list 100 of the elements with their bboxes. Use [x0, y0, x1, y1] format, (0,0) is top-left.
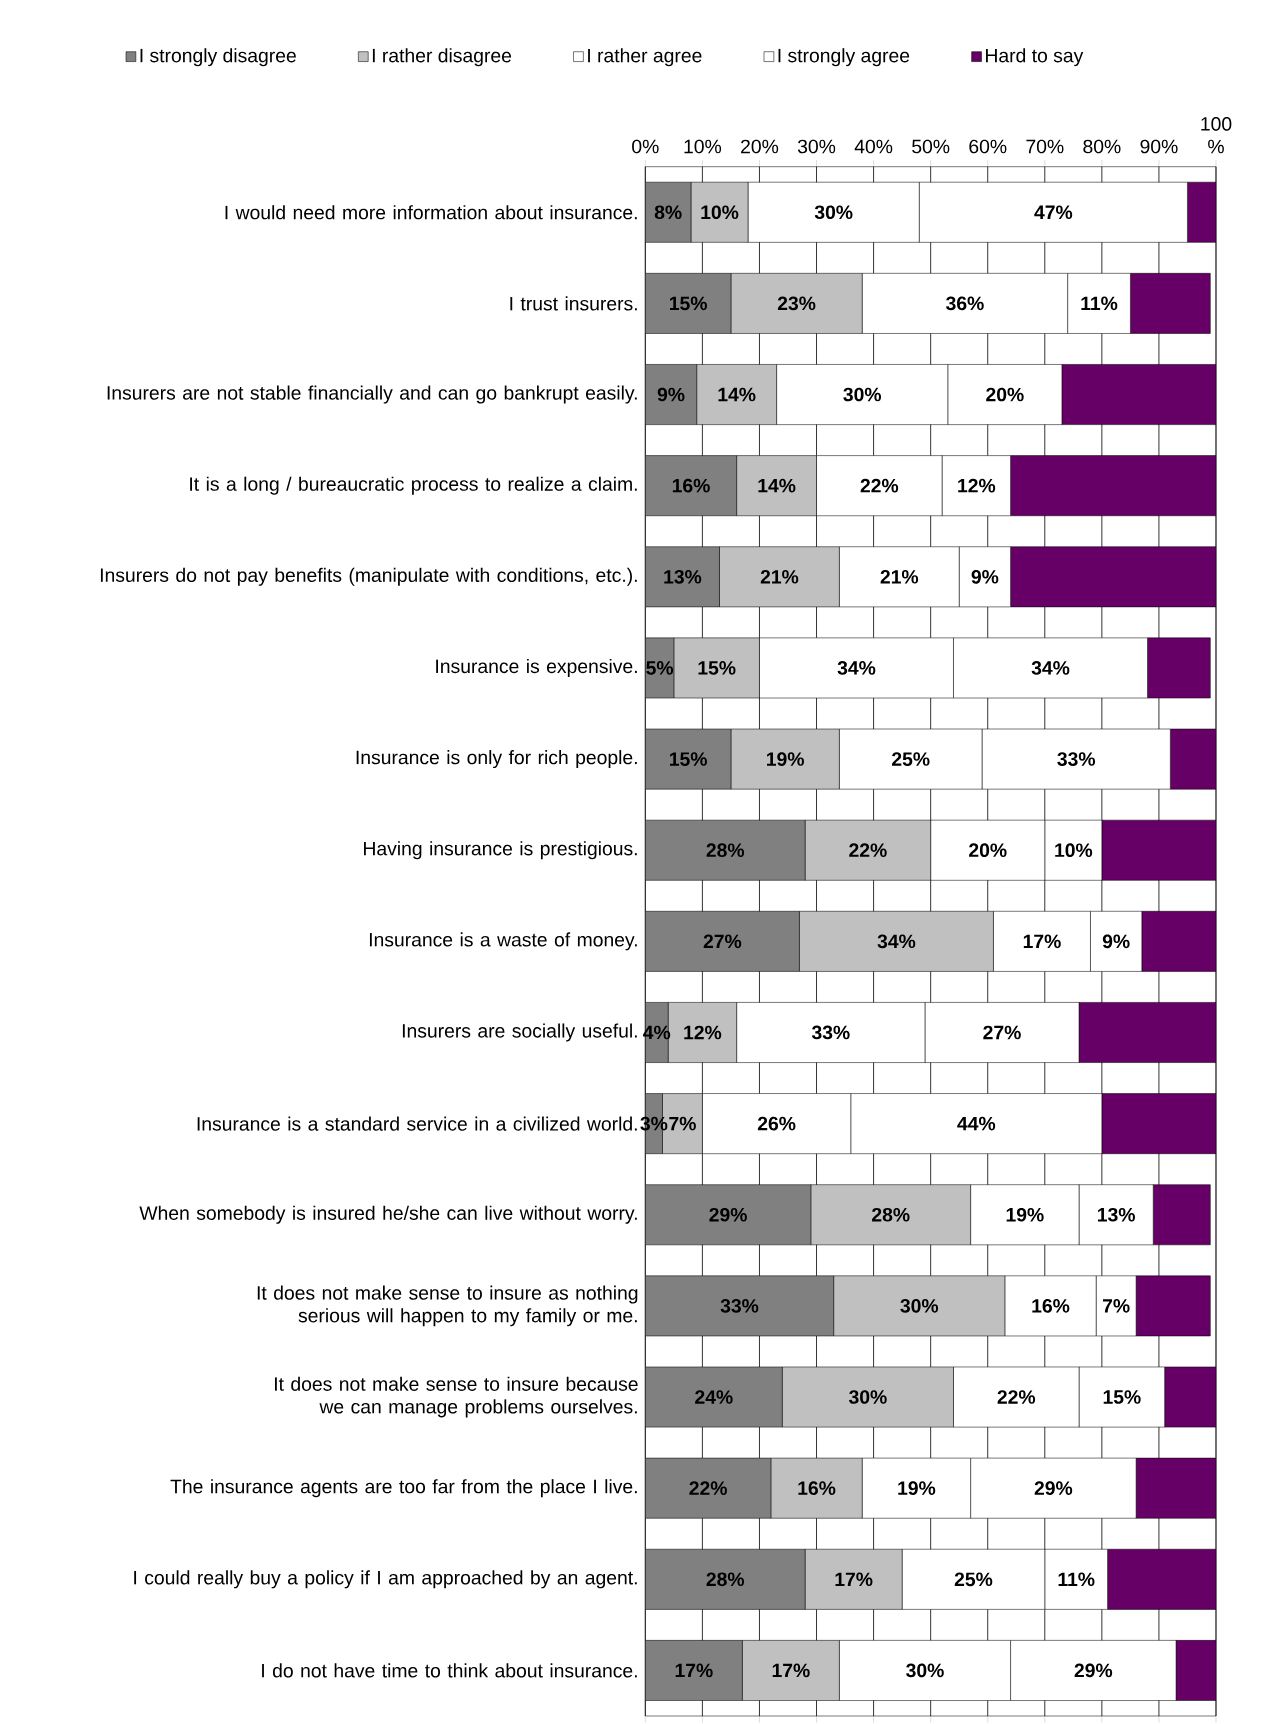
data-label: 15% [670, 752, 708, 766]
bar [645, 1366, 783, 1428]
bar [645, 911, 800, 972]
data-label: 14% [758, 478, 796, 493]
bar [1187, 181, 1217, 243]
data-label: 15% [670, 296, 708, 311]
bar [645, 728, 732, 790]
data-label: 7% [669, 1116, 697, 1131]
y-tick-label: Having insurance is prestigious. [364, 841, 637, 860]
legend-label: Hard to say [986, 48, 1084, 67]
data-label: 30% [906, 1663, 944, 1678]
y-tick-label: When somebody is insured he/she can live without worry. [139, 1205, 637, 1224]
data-label: 22% [849, 843, 887, 858]
data-label: 22% [997, 1390, 1036, 1404]
y-tick-label: I could really buy a policy if I am approached by an agent. [134, 1570, 637, 1589]
x-tick-label: 60% [969, 139, 1007, 154]
data-label: 22% [860, 478, 899, 493]
bar [645, 1184, 812, 1246]
y-tick-label: The insurance agents are too far from the place I live. [170, 1479, 637, 1498]
data-label: 20% [986, 387, 1024, 402]
y-tick-label: Insurance is expensive. [436, 658, 637, 677]
data-label: 36% [946, 296, 984, 311]
data-label: 9% [1103, 934, 1130, 949]
bar [1136, 1457, 1217, 1519]
data-label: 19% [1006, 1207, 1044, 1222]
data-label: 17% [1023, 934, 1061, 949]
data-label: 11% [1081, 296, 1118, 311]
data-label: 19% [767, 752, 805, 766]
data-label: 29% [1074, 1663, 1113, 1678]
data-label: 8% [654, 205, 682, 220]
data-label: 11% [1058, 1572, 1095, 1587]
data-label: 27% [703, 934, 742, 949]
data-label: 26% [758, 1116, 796, 1131]
x-tick-label: 70% [1026, 139, 1064, 154]
y-tick-label: Insurance is only for rich people. [356, 750, 637, 769]
bar [645, 1548, 806, 1610]
bar [1141, 911, 1217, 972]
bar [1136, 1275, 1211, 1337]
y-tick-label: It does not make sense to insure because we can manage problems ourselves. [275, 1376, 638, 1418]
data-label: 29% [1034, 1481, 1073, 1495]
y-tick-label: I would need more information about insurance. [225, 205, 637, 220]
data-label: 21% [760, 569, 799, 584]
bar [645, 1275, 835, 1337]
data-label: 16% [673, 478, 710, 493]
x-tick-label: 50% [912, 139, 950, 154]
bar [1101, 819, 1217, 881]
data-label: 12% [684, 1025, 722, 1040]
bar [1175, 1640, 1217, 1701]
data-label: 5% [646, 661, 674, 675]
x-tick-label: 90% [1140, 139, 1178, 154]
data-label: 9% [971, 569, 999, 584]
data-label: 22% [689, 1481, 728, 1495]
y-tick-label: Insurance is a waste of money. [370, 932, 638, 951]
bar [1147, 637, 1211, 699]
data-label: 34% [877, 934, 916, 949]
data-label: 33% [1057, 752, 1096, 766]
data-label: 21% [880, 569, 919, 584]
data-label: 28% [706, 843, 745, 858]
y-tick-label: Insurers are socially useful. [403, 1023, 637, 1042]
bar [645, 1457, 772, 1519]
data-label: 16% [1032, 1299, 1070, 1313]
bar [1010, 546, 1217, 608]
data-label: 23% [778, 296, 816, 311]
x-tick-label: 30% [798, 139, 836, 154]
legend-label: I rather disagree [373, 48, 512, 67]
bar [645, 455, 738, 517]
data-label: 27% [983, 1025, 1022, 1040]
x-tick-label: 0% [632, 139, 659, 154]
y-tick-label: I do not have time to think about insurance. [262, 1663, 637, 1678]
data-label: 30% [900, 1299, 939, 1313]
bar [645, 1640, 743, 1701]
data-label: 13% [1098, 1207, 1136, 1222]
data-label: 17% [772, 1663, 810, 1678]
data-label: 30% [843, 387, 882, 402]
bar [645, 546, 720, 608]
data-label: 30% [849, 1390, 887, 1404]
data-label: 30% [814, 205, 853, 220]
data-label: 33% [720, 1299, 759, 1313]
data-label: 10% [701, 205, 739, 220]
bar [645, 819, 806, 881]
data-label: 34% [837, 661, 876, 675]
data-label: 47% [1034, 205, 1073, 220]
bar [1107, 1548, 1217, 1610]
data-label: 12% [958, 478, 996, 493]
x-tick-label: 20% [741, 139, 779, 154]
y-tick-label: Insurers are not stable financially and can go bankrupt easily. [107, 385, 637, 404]
legend-label: I rather agree [588, 48, 702, 67]
bar [1101, 1093, 1217, 1154]
x-tick-label: 100 % [1201, 117, 1232, 154]
data-label: 17% [835, 1572, 873, 1587]
bar [1061, 364, 1217, 425]
data-label: 19% [898, 1481, 936, 1495]
legend-label: I strongly agree [778, 48, 910, 67]
y-tick-label: Insurance is a standard service in a civilized world. [197, 1116, 637, 1131]
data-label: 9% [657, 387, 685, 402]
bar [1170, 728, 1217, 790]
y-tick-label: I trust insurers. [510, 296, 638, 311]
y-tick-label: Insurers do not pay benefits (manipulate with conditions, etc.). [101, 567, 637, 586]
data-label: 10% [1055, 843, 1093, 858]
data-label: 17% [675, 1663, 713, 1678]
